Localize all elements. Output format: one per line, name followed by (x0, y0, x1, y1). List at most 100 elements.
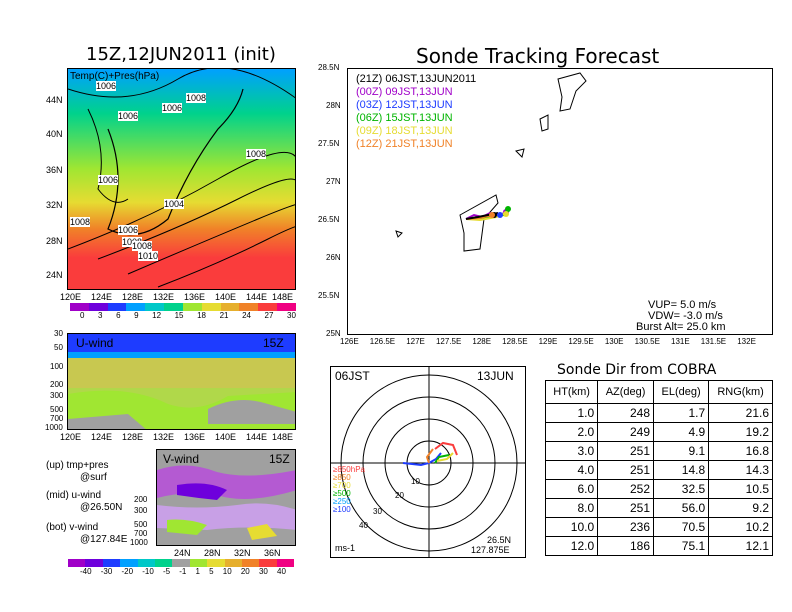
cell-rng: 16.8 (708, 441, 773, 461)
colorbar-cell (68, 559, 86, 567)
cell-el: 4.9 (652, 422, 710, 442)
cell-rng: 10.5 (708, 479, 773, 499)
cell-az: 251 (597, 460, 654, 480)
colorbar-tick: -5 (162, 567, 171, 576)
colorbar-cell (220, 303, 240, 311)
vwind-xtick: 32N (234, 548, 251, 558)
map-label: Temp(C)+Pres(hPa) (70, 71, 160, 82)
sonde-table: HT(km) AZ(deg) EL(deg) RNG(km) 1.0 248 1.7… (544, 380, 773, 556)
vwind-ytick: 300 (134, 506, 148, 515)
cell-rng: 10.2 (708, 517, 773, 537)
column-header: HT(km) (544, 380, 599, 404)
colorbar-cell (70, 303, 89, 311)
vwind-ytick: 200 (134, 495, 148, 504)
temp-colorbar-labels: 0 3 6 9 12 15 18 21 24 27 30 (80, 311, 296, 320)
uwind-ytick: 700 (50, 414, 64, 423)
table-header-row: HT(km) AZ(deg) EL(deg) RNG(km) (544, 380, 773, 404)
polar-units: ms-1 (335, 543, 355, 553)
cell-rng: 12.1 (708, 536, 773, 556)
table-row: 8.0 251 56.0 9.2 (544, 498, 773, 518)
burst-point (505, 206, 511, 212)
table-row: 10.0 236 70.5 10.2 (544, 517, 773, 537)
cell-ht: 10.0 (544, 517, 599, 537)
colorbar-tick: 20 (240, 567, 250, 576)
table-row: 3.0 251 9.1 16.8 (544, 441, 773, 461)
uwind-label: U-wind (76, 336, 114, 350)
level-label: ≥250 (333, 497, 351, 506)
uwind-panel: U-wind 15Z (67, 333, 296, 430)
vup-label: VUP= 5.0 m/s (648, 299, 717, 311)
colorbar-tick: 3 (98, 311, 103, 320)
isobar-label: 1006 (96, 81, 117, 91)
colorbar-tick: 6 (116, 311, 121, 320)
uwind-ytick: 50 (54, 343, 63, 352)
colorbar-cell (126, 303, 146, 311)
tracking-lon-tick: 127E (406, 337, 425, 346)
launch-label: (03Z) 12JST,13JUN (356, 99, 453, 111)
uwind-ytick: 300 (50, 391, 64, 400)
colorbar-cell (241, 559, 260, 567)
tracking-lat-tick: 26N (326, 253, 341, 262)
launch-label: (21Z) 06JST,13JUN2011 (356, 73, 477, 85)
vdw-label: VDW= -3.0 m/s (648, 310, 723, 322)
colorbar-tick: 12 (152, 311, 162, 320)
tracking-lon-tick: 130.5E (634, 337, 660, 346)
cell-az: 248 (597, 403, 654, 423)
cell-ht: 12.0 (544, 536, 599, 556)
colorbar-tick: 24 (242, 311, 251, 320)
tracking-map-svg (395, 72, 587, 252)
launch-label: (12Z) 21JST,13JUN (356, 138, 453, 150)
colorbar-cell (201, 303, 221, 311)
uwind-xtick: 128E (122, 432, 144, 442)
colorbar-tick: -1 (179, 567, 187, 576)
table-row: 12.0 186 75.1 12.1 (544, 536, 773, 556)
launch-label: (09Z) 18JST,13JUN (356, 125, 453, 137)
isobar-label: 1008 (70, 217, 91, 227)
colorbar-tick: 9 (134, 311, 139, 320)
uwind-xtick: 124E (91, 432, 113, 442)
note-bot: (bot) v-wind (46, 522, 99, 533)
colorbar-tick: 0 (80, 311, 85, 320)
polar-lon: 127.875E (471, 545, 510, 555)
ring-label: 20 (395, 491, 404, 500)
column-header: EL(deg) (652, 380, 710, 404)
isobar-label: 1008 (132, 241, 153, 251)
vwind-colorbar-labels: -40 -30 -20 -10 -5 -1 1 5 10 20 30 40 (80, 567, 286, 576)
cell-el: 75.1 (652, 536, 710, 556)
vwind-ytick: 1000 (130, 538, 148, 547)
cell-el: 14.8 (652, 460, 710, 480)
cell-rng: 14.3 (708, 460, 773, 480)
uwind-svg (68, 334, 295, 429)
cell-az: 251 (597, 498, 654, 518)
vwind-ytick: 500 (134, 520, 148, 529)
colorbar-cell (277, 303, 296, 311)
colorbar-tick: 40 (277, 567, 286, 576)
tracking-lon-ticks: 126E 126.5E 127E 127.5E 128E 128.5E 129E… (340, 337, 756, 346)
tracking-lon-tick: 128.5E (502, 337, 528, 346)
tracking-lon-tick: 129.5E (568, 337, 594, 346)
cell-rng: 19.2 (708, 422, 773, 442)
cell-ht: 2.0 (544, 422, 599, 442)
level-label: ≥850 (333, 473, 351, 482)
ring-label: 30 (373, 507, 382, 516)
colorbar-cell (259, 559, 277, 567)
cell-el: 70.5 (652, 517, 710, 537)
tracking-lat-tick: 28N (326, 101, 341, 110)
vwind-colorbar (68, 559, 295, 567)
launch-label: (06Z) 15JST,13JUN (356, 112, 453, 124)
tracking-lon-tick: 131E (671, 337, 690, 346)
lon-tick: 148E (272, 292, 294, 302)
colorbar-cell (107, 303, 127, 311)
lat-tick: 32N (46, 200, 63, 210)
cell-el: 56.0 (652, 498, 710, 518)
tracking-lat-tick: 25N (326, 329, 341, 338)
cell-ht: 3.0 (544, 441, 599, 461)
colorbar-tick: 15 (174, 311, 184, 320)
ring-label: 10 (411, 477, 420, 486)
cell-el: 1.7 (652, 403, 710, 423)
colorbar-tick: -10 (142, 567, 154, 576)
colorbar-tick: -30 (100, 567, 113, 576)
burst-point (497, 212, 503, 218)
lon-tick: 144E (246, 292, 268, 302)
vwind-xtick: 36N (264, 548, 281, 558)
